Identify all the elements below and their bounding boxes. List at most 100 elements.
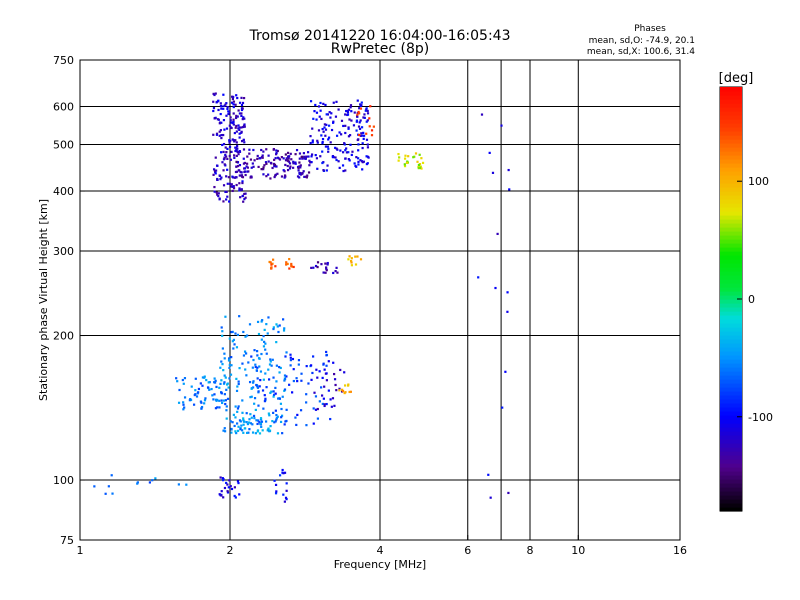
data-point [303,175,306,178]
data-point [215,164,219,167]
data-point [366,146,370,149]
x-axis-ticks: 1 2 4 6 8 10 16 [77,535,687,557]
data-point [491,171,495,174]
data-point [256,385,259,388]
data-point [341,151,345,154]
colorbar-stripe [720,399,742,404]
data-point [238,136,241,139]
data-point [208,388,211,391]
data-point [262,168,265,171]
data-point [282,493,285,496]
data-point [321,140,324,144]
data-point [182,408,185,411]
data-point [237,109,240,112]
data-point [265,162,268,165]
data-point [275,151,278,155]
x-tick-label: 8 [527,544,534,557]
data-point [315,157,319,160]
colorbar-stripe [720,459,742,464]
data-point [219,178,222,181]
data-point [314,264,318,268]
data-point [220,136,223,140]
data-point [283,388,287,391]
data-point [220,326,223,329]
data-point [263,400,267,403]
data-point [225,383,229,386]
data-point [281,468,284,472]
phase-stats-o: mean, sd,O: -74.9, 20.1 [589,36,695,46]
data-point [224,103,227,106]
colorbar-stripe [720,367,742,372]
data-point [338,389,341,392]
x-axis-label: Frequency [MHz] [334,558,426,571]
data-point [274,265,277,268]
data-point [260,425,263,428]
data-point [194,389,197,392]
data-point [232,187,236,190]
data-point [176,380,179,383]
data-point [284,163,287,167]
data-point [407,155,410,158]
data-point [283,389,286,392]
colorbar-stripe [720,439,742,444]
data-point [237,127,240,130]
data-point [316,417,320,420]
data-point [339,149,342,152]
data-point [233,154,236,157]
data-point [306,174,309,177]
data-point [324,271,327,274]
data-point [348,390,351,394]
data-point [175,377,178,380]
data-point [335,147,338,150]
data-point [275,149,278,152]
data-point [244,352,248,355]
data-point [290,264,293,267]
data-point [218,493,221,496]
data-point [230,121,233,124]
data-point [253,402,256,405]
data-point [235,431,238,435]
data-point [327,150,330,153]
data-point [331,155,334,159]
data-point [229,485,232,488]
data-point [234,139,237,142]
data-point [295,148,299,152]
data-point [272,395,275,398]
colorbar-stripe [720,99,742,104]
phase-stats-heading: Phases [634,24,666,34]
data-point [369,105,372,108]
data-point [228,111,231,114]
data-point [327,389,330,392]
data-point [230,330,233,334]
data-point [324,134,327,137]
data-point [347,258,350,261]
data-point [312,355,315,358]
data-point [350,119,353,122]
data-point [275,364,278,367]
data-point [255,369,259,372]
data-point [330,128,334,132]
data-point [362,116,365,119]
data-point [335,158,338,162]
data-point [220,490,223,493]
data-point [248,418,251,421]
data-point [240,126,243,129]
data-point [311,141,314,144]
data-point [238,126,241,129]
data-point [235,130,238,133]
data-point [301,157,304,160]
data-point [222,369,225,372]
data-point [321,161,324,165]
data-point [242,330,245,334]
data-point [356,115,359,118]
data-point [252,358,255,362]
data-point [361,142,364,145]
data-point [360,132,363,135]
data-point [220,392,223,395]
data-point [216,178,219,181]
data-point [325,354,328,357]
data-point [288,267,291,270]
data-point [221,347,224,350]
data-point [289,152,292,155]
data-point [302,152,306,155]
